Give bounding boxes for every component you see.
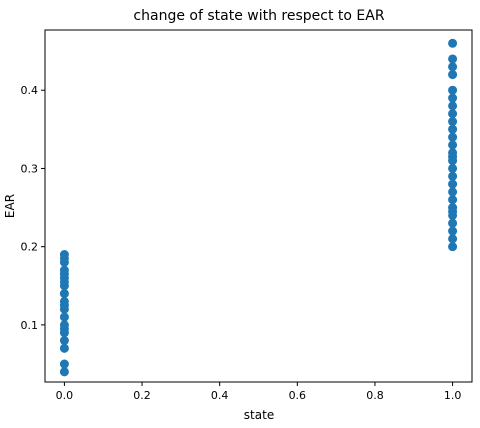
scatter-point <box>59 300 69 310</box>
scatter-point <box>448 171 458 181</box>
scatter-point <box>448 179 458 189</box>
x-axis: 0.0 0.2 0.4 0.6 0.8 1.0 <box>56 382 462 402</box>
scatter-point <box>448 132 458 142</box>
y-axis-label: EAR <box>3 194 17 218</box>
y-tick-label: 0.1 <box>21 319 39 332</box>
data-points <box>59 38 458 377</box>
scatter-point <box>448 70 458 80</box>
scatter-point <box>448 140 458 150</box>
y-tick-label: 0.4 <box>21 84 39 97</box>
scatter-point <box>448 218 458 228</box>
scatter-point <box>448 195 458 205</box>
y-axis: 0.1 0.2 0.3 0.4 <box>21 84 45 332</box>
x-tick-label: 0.0 <box>56 389 74 402</box>
scatter-point <box>59 312 69 322</box>
scatter-point <box>448 85 458 95</box>
scatter-point <box>448 242 458 252</box>
x-tick-label: 0.4 <box>211 389 229 402</box>
scatter-point <box>448 38 458 48</box>
scatter-point <box>448 109 458 119</box>
scatter-point <box>59 324 69 334</box>
scatter-point <box>59 336 69 346</box>
scatter-point <box>59 343 69 353</box>
scatter-point <box>59 359 69 369</box>
scatter-point <box>448 187 458 197</box>
scatter-point <box>448 62 458 72</box>
scatter-point <box>448 226 458 236</box>
scatter-point <box>448 101 458 111</box>
plot-area-frame <box>44 29 473 383</box>
scatter-point <box>59 269 69 279</box>
scatter-point <box>448 124 458 134</box>
y-tick-label: 0.3 <box>21 162 39 175</box>
x-tick-label: 1.0 <box>444 389 462 402</box>
scatter-point <box>448 117 458 127</box>
scatter-point <box>448 206 458 216</box>
x-axis-label: state <box>244 408 274 422</box>
scatter-point <box>448 93 458 103</box>
scatter-point <box>59 253 69 263</box>
scatter-point <box>59 289 69 299</box>
x-tick-label: 0.2 <box>133 389 151 402</box>
x-tick-label: 0.8 <box>366 389 384 402</box>
scatter-point <box>448 54 458 64</box>
scatter-point <box>59 277 69 287</box>
scatter-point <box>448 234 458 244</box>
chart-title: change of state with respect to EAR <box>133 8 384 24</box>
x-tick-label: 0.6 <box>289 389 307 402</box>
scatter-point <box>448 163 458 173</box>
scatter-point <box>448 152 458 162</box>
y-tick-label: 0.2 <box>21 241 39 254</box>
scatter-point <box>59 367 69 377</box>
